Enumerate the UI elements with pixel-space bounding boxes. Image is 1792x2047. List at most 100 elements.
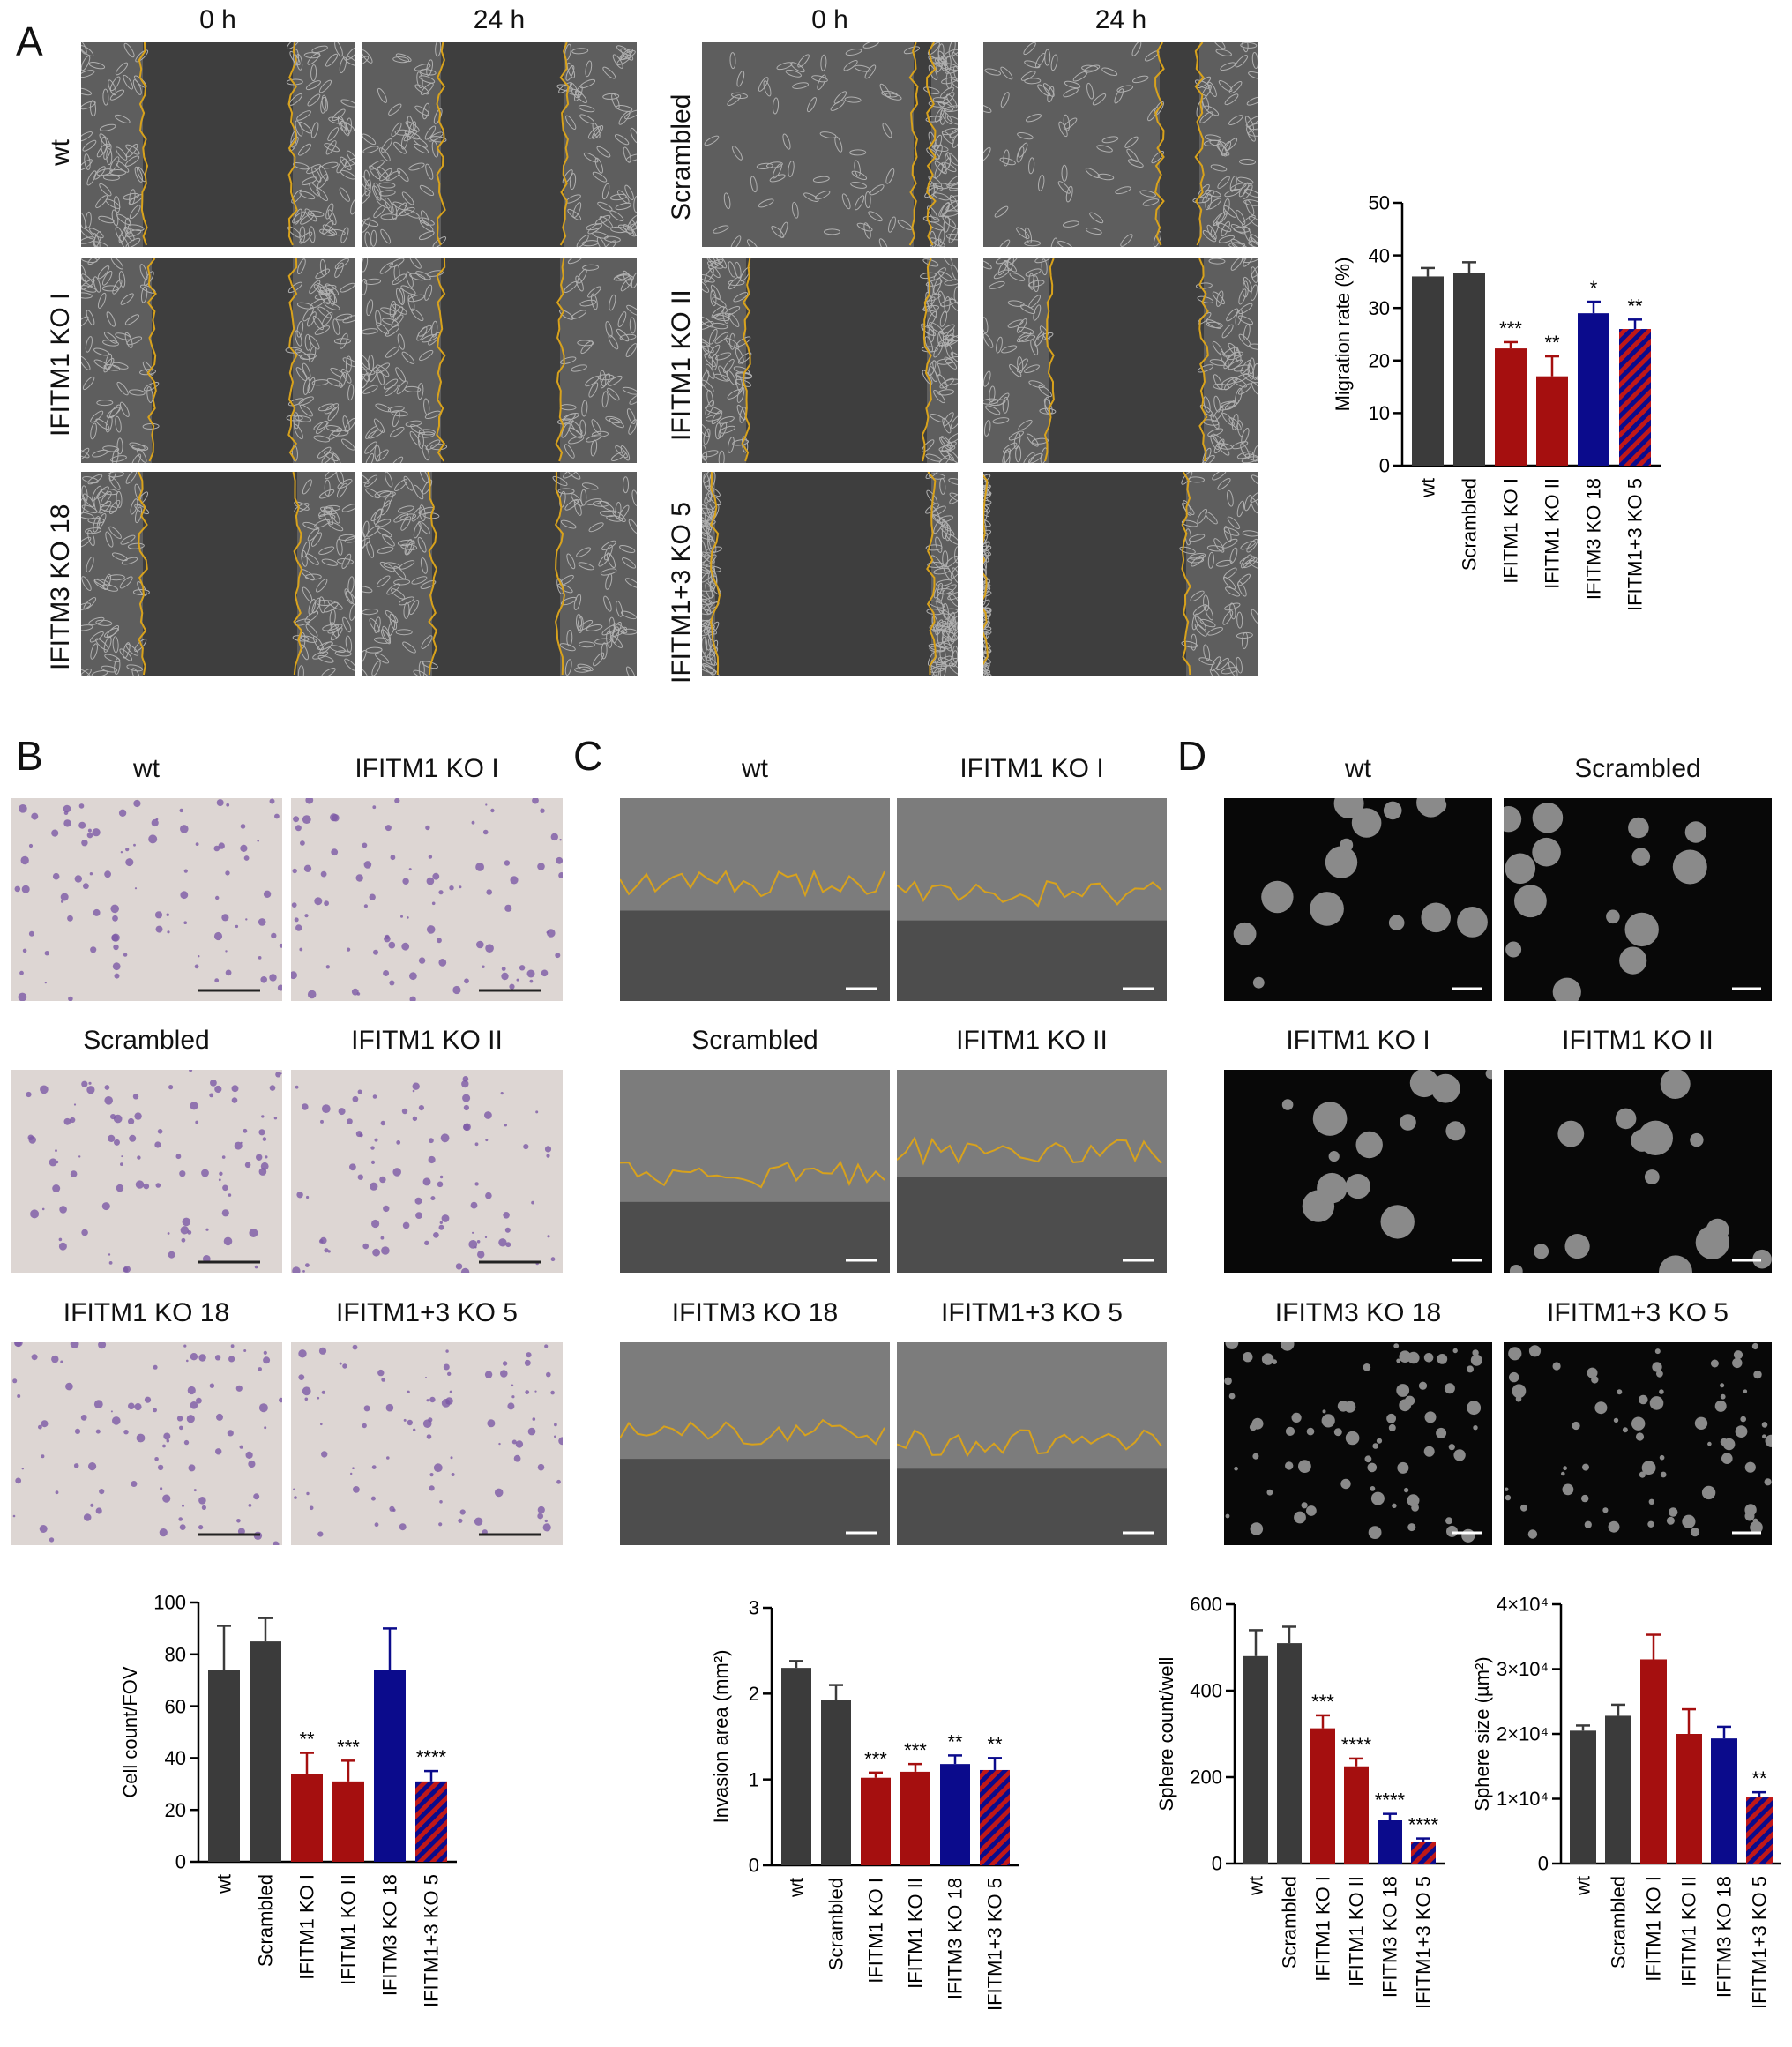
panel-d-title-3: IFITM1 KO I — [1286, 1026, 1430, 1055]
bar-scrambled — [1453, 273, 1485, 466]
panel-b-title-2: IFITM1 KO I — [355, 754, 499, 783]
panel-c-image-3 — [620, 1070, 890, 1273]
y-tick-label: 0 — [175, 1851, 186, 1873]
sphere-size-chart: 0 1×10⁴ 2×10⁴ 3×10⁴ 4×10⁴ Sphere size (µm²) wt… — [1460, 1583, 1786, 2042]
panel-c-image-1 — [620, 798, 890, 1001]
time-label-0h-left: 0 h — [199, 5, 236, 34]
panel-d-title-5: IFITM3 KO 18 — [1274, 1298, 1442, 1327]
bar-ifitm1-ko-i — [1310, 1728, 1335, 1864]
significance-stars: **** — [1341, 1734, 1372, 1756]
y-axis-label: Migration rate (%) — [1332, 258, 1354, 412]
wound-image-r3-c1 — [81, 472, 355, 676]
y-tick-label: 4×10⁴ — [1497, 1594, 1549, 1616]
panel-d-image-6 — [1504, 1342, 1772, 1545]
significance-stars: ** — [299, 1729, 315, 1751]
category-label: IFITM1 KO I — [296, 1874, 318, 1980]
category-label: IFITM1 KO I — [865, 1878, 887, 1983]
category-label: IFITM1+3 KO 5 — [1749, 1876, 1771, 2009]
category-label: IFITM3 KO 18 — [379, 1874, 401, 1996]
bar-scrambled — [1277, 1643, 1302, 1864]
category-label: IFITM1+3 KO 5 — [421, 1874, 443, 2007]
wound-image-r1-c1 — [81, 42, 355, 247]
wound-image-r3-c4 — [983, 472, 1258, 676]
row-label-ifitm1-ko-ii: IFITM1 KO II — [667, 289, 696, 441]
y-tick-label: 600 — [1190, 1594, 1222, 1616]
bar-scrambled — [250, 1641, 281, 1862]
panel-d-title-2: Scrambled — [1574, 754, 1701, 783]
category-label: wt — [1572, 1876, 1594, 1896]
y-tick-label: 2 — [749, 1683, 759, 1705]
panel-c-title-5: IFITM3 KO 18 — [671, 1298, 839, 1327]
y-axis-label: Cell count/FOV — [119, 1666, 141, 1797]
panel-d-image-5 — [1224, 1342, 1492, 1545]
migration-rate-chart: 0 10 20 30 40 50 Migration rate (%) wt Scrambled… — [1314, 176, 1684, 670]
category-label: IFITM1+3 KO 5 — [1624, 478, 1646, 611]
invasion-area-chart: 0 1 2 3 Invasion area (mm²) wt Scrambled *** IFI… — [697, 1583, 1049, 2042]
significance-stars: **** — [1408, 1814, 1439, 1836]
bar-ifitm1-ko-ii — [900, 1771, 930, 1865]
category-label: Scrambled — [825, 1878, 847, 1970]
panel-c-title-3: Scrambled — [691, 1026, 818, 1055]
panel-c-image-4 — [897, 1070, 1167, 1273]
category-label: wt — [786, 1878, 808, 1898]
bar-ifitm1-ko-ii — [332, 1781, 364, 1862]
panel-b-image-6 — [291, 1342, 563, 1545]
y-tick-label: 100 — [153, 1592, 186, 1614]
y-tick-label: 80 — [165, 1644, 186, 1666]
bar-ifitm1-ko-i — [1495, 348, 1527, 466]
bar-ifitm1-ko-ii — [1536, 376, 1568, 466]
panel-c-title-2: IFITM1 KO I — [959, 754, 1104, 783]
bar-ifitm3-ko-18 — [1711, 1738, 1737, 1864]
panel-d-title-4: IFITM1 KO II — [1562, 1026, 1714, 1055]
bar-ifitm3-ko-18 — [1578, 313, 1609, 466]
panel-c-image-5 — [620, 1342, 890, 1545]
category-label: IFITM1 KO I — [1643, 1876, 1665, 1982]
category-label: wt — [213, 1874, 235, 1894]
wound-image-r2-c3 — [702, 258, 958, 463]
category-label: IFITM3 KO 18 — [1714, 1876, 1736, 1998]
significance-stars: *** — [1499, 318, 1522, 340]
bar-scrambled — [821, 1700, 851, 1865]
bar-wt — [1570, 1730, 1596, 1864]
time-label-0h-right: 0 h — [811, 5, 848, 34]
panel-d-image-2 — [1504, 798, 1772, 1001]
bar-wt — [781, 1668, 811, 1865]
y-tick-label: 20 — [165, 1799, 186, 1821]
panel-b-title-3: Scrambled — [83, 1026, 210, 1055]
bar-ifitm3-ko-18 — [374, 1670, 406, 1862]
category-label: Scrambled — [255, 1874, 277, 1967]
y-tick-label: 2×10⁴ — [1497, 1723, 1549, 1745]
y-tick-label: 40 — [165, 1747, 186, 1769]
wound-image-r1-c2 — [362, 42, 637, 247]
row-label-wt: wt — [46, 139, 75, 166]
category-label: IFITM1 KO II — [905, 1878, 927, 1989]
wound-image-r2-c4 — [983, 258, 1258, 463]
panel-letter-c: C — [573, 733, 603, 779]
significance-stars: ** — [1544, 332, 1560, 354]
y-tick-label: 3×10⁴ — [1497, 1658, 1549, 1680]
category-label: Scrambled — [1608, 1876, 1630, 1969]
significance-stars: **** — [1375, 1789, 1406, 1812]
bar-ifitm1-3-ko-5 — [980, 1769, 1010, 1865]
wound-image-r2-c1 — [81, 258, 355, 463]
panel-d-title-6: IFITM1+3 KO 5 — [1547, 1298, 1729, 1327]
panel-b-image-3 — [11, 1070, 282, 1273]
category-label: wt — [1245, 1876, 1267, 1896]
panel-letter-d: D — [1177, 733, 1207, 779]
panel-b-image-2 — [291, 798, 563, 1001]
bar-ifitm1-ko-ii — [1344, 1766, 1369, 1864]
sphere-count-chart: 0 200 400 600 Sphere count/well wt Scrambled **… — [1155, 1583, 1473, 2042]
significance-stars: **** — [416, 1746, 447, 1768]
panel-letter-a: A — [16, 19, 43, 64]
significance-stars: * — [1590, 277, 1598, 299]
y-axis-label: Sphere size (µm²) — [1471, 1656, 1493, 1811]
panel-d-image-1 — [1224, 798, 1492, 1001]
panel-c-image-6 — [897, 1342, 1167, 1545]
bar-ifitm1-ko-ii — [1676, 1734, 1702, 1864]
row-label-ifitm13-ko-5: IFITM1+3 KO 5 — [667, 502, 696, 684]
category-label: IFITM1+3 KO 5 — [984, 1878, 1006, 2011]
y-tick-label: 0 — [1538, 1853, 1549, 1875]
bar-ifitm3-ko-18 — [1378, 1820, 1402, 1864]
y-tick-label: 50 — [1369, 192, 1390, 214]
panel-b-image-1 — [11, 798, 282, 1001]
